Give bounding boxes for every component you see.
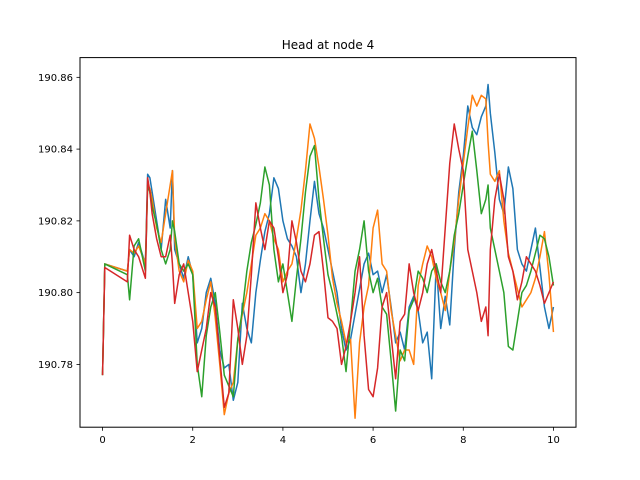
y-tick-label: 190.80 (38, 288, 73, 299)
chart-title: Head at node 4 (282, 38, 374, 52)
y-tick-label: 190.82 (38, 216, 73, 227)
plot-lines (101, 83, 555, 419)
series-line-4 (101, 123, 555, 409)
x-tick-label: 8 (460, 435, 466, 446)
y-tick-label: 190.78 (38, 360, 73, 371)
x-tick-label: 2 (190, 435, 196, 446)
x-tick-label: 0 (99, 435, 105, 446)
plot-frame (79, 57, 577, 428)
y-tick-label: 190.86 (38, 73, 73, 84)
y-axis: 190.78 190.80 190.82 190.84 190.86 (38, 73, 80, 371)
series-line-2 (101, 94, 555, 419)
x-tick-label: 10 (547, 435, 560, 446)
x-tick-label: 6 (370, 435, 376, 446)
y-tick-label: 190.84 (38, 145, 73, 156)
x-tick-label: 4 (280, 435, 286, 446)
x-axis: 0 2 4 6 8 10 (99, 427, 560, 446)
